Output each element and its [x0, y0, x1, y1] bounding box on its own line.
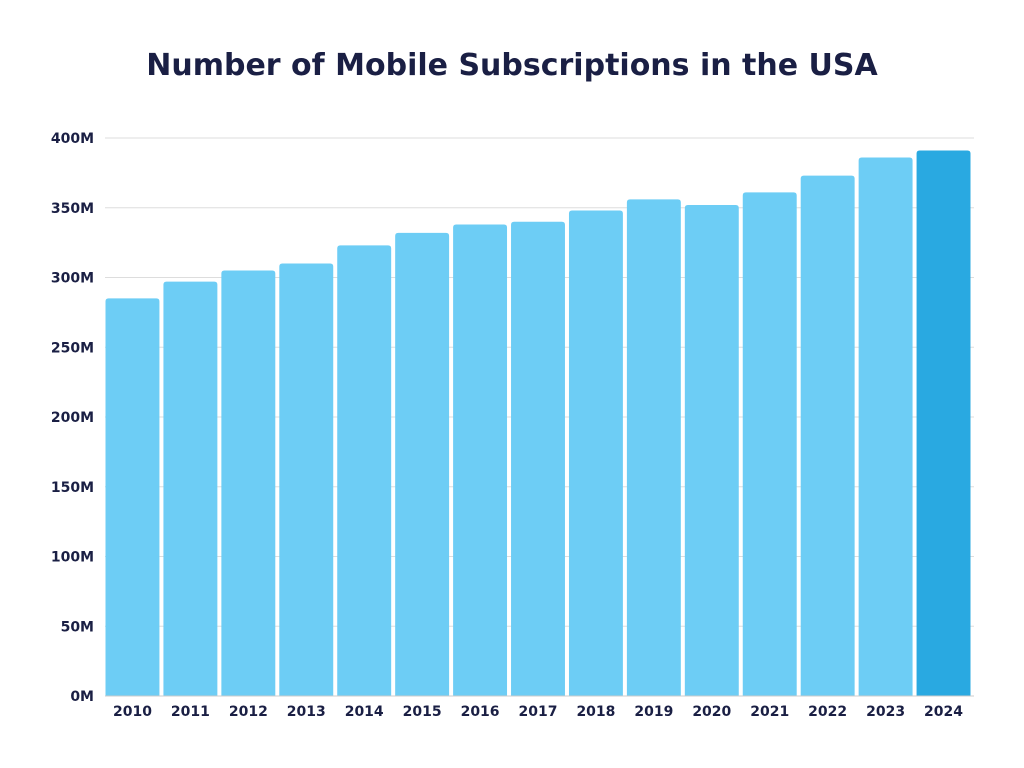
bar-2019 — [626, 199, 681, 696]
y-tick-label: 0M — [70, 689, 94, 705]
bar-2013 — [279, 263, 334, 696]
x-tick-label: 2011 — [171, 704, 210, 720]
y-tick-label: 150M — [51, 480, 94, 496]
bar-2021 — [742, 192, 797, 696]
y-tick-label: 50M — [61, 619, 94, 635]
y-tick-label: 200M — [51, 410, 94, 426]
y-tick-label: 250M — [51, 340, 94, 356]
bar-2017 — [511, 221, 565, 696]
x-tick-label: 2010 — [113, 704, 152, 720]
x-tick-label: 2021 — [750, 704, 789, 720]
bar-2010 — [105, 298, 160, 696]
bar-2015 — [395, 232, 450, 697]
y-tick-label: 300M — [51, 271, 94, 287]
x-tick-label: 2013 — [287, 704, 326, 720]
chart-title: Number of Mobile Subscriptions in the US… — [146, 48, 878, 83]
y-tick-label: 350M — [51, 201, 94, 217]
bar-2022 — [800, 175, 855, 697]
x-tick-label: 2015 — [403, 704, 442, 720]
bar-2020 — [684, 204, 739, 696]
x-tick-label: 2019 — [634, 704, 673, 720]
x-tick-label: 2014 — [345, 704, 384, 720]
x-tick-label: 2020 — [692, 704, 731, 720]
bar-2012 — [221, 270, 276, 696]
x-tick-label: 2017 — [519, 704, 558, 720]
x-tick-label: 2016 — [461, 704, 500, 720]
bar-2016 — [453, 224, 508, 697]
x-tick-label: 2012 — [229, 704, 268, 720]
bar-2014 — [337, 245, 392, 697]
bar-2023 — [858, 157, 913, 696]
x-tick-label: 2023 — [866, 704, 905, 720]
bar-2018 — [568, 210, 623, 697]
x-tick-label: 2022 — [808, 704, 847, 720]
x-tick-label: 2024 — [924, 704, 963, 720]
y-tick-label: 400M — [51, 131, 94, 147]
y-tick-label: 100M — [51, 550, 94, 566]
bar-2024 — [916, 150, 971, 696]
bar-2011 — [163, 281, 218, 696]
x-tick-label: 2018 — [576, 704, 615, 720]
